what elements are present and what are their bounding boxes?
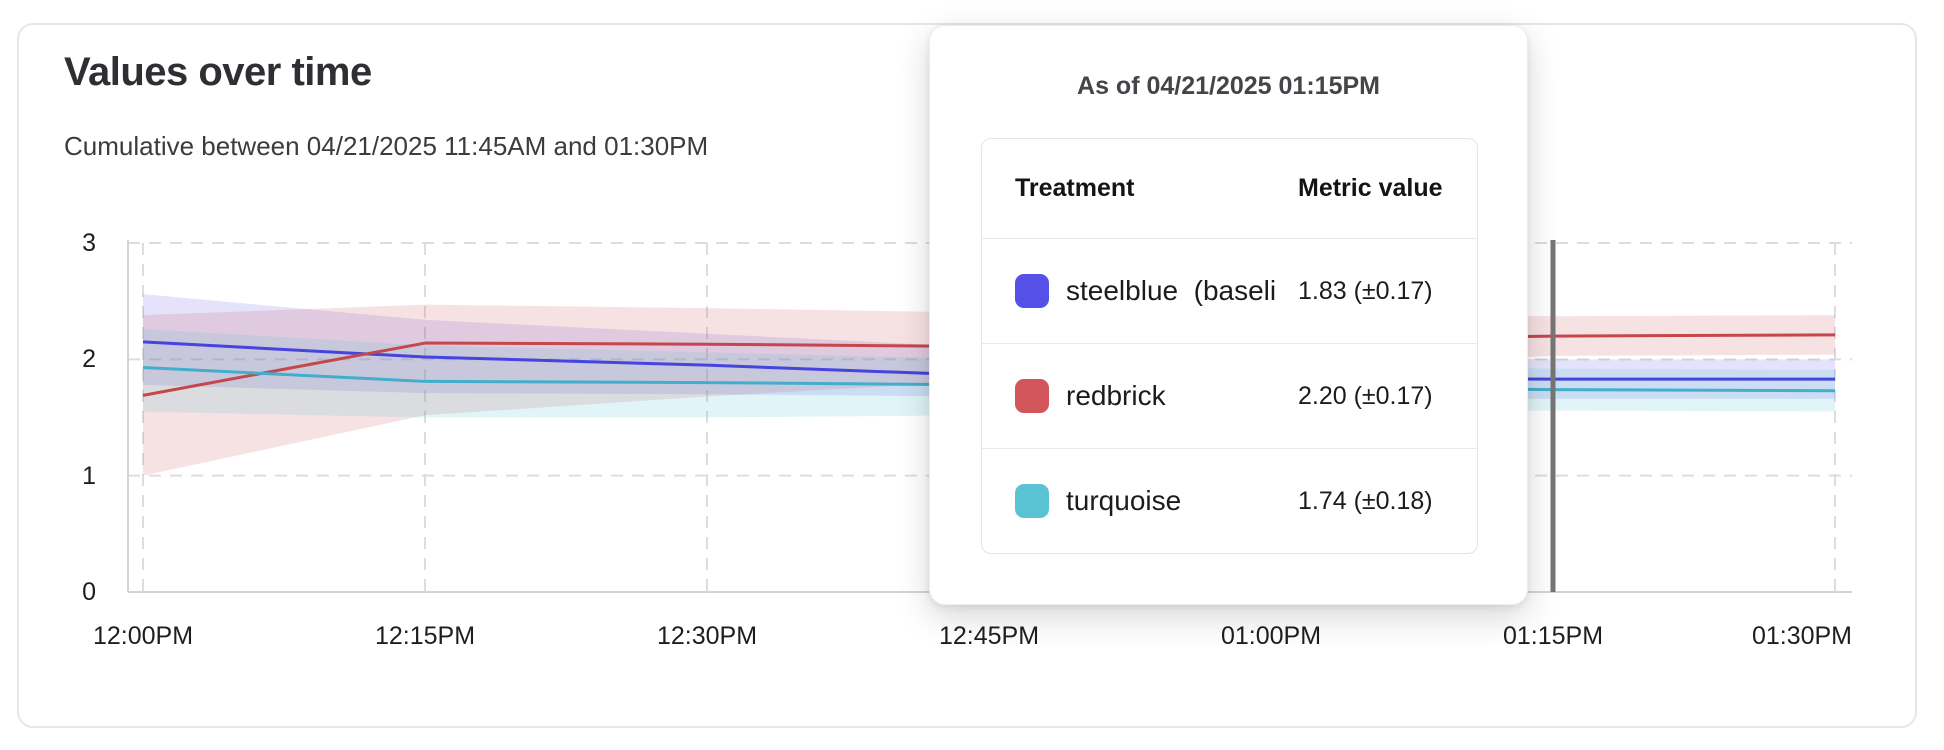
- treatment-label: steelblue (baseli: [1066, 275, 1277, 306]
- y-tick-label: 0: [82, 578, 96, 606]
- tooltip-row: steelblue (baseli 1.83 (±0.17): [982, 239, 1477, 343]
- series-swatch: [1015, 484, 1049, 518]
- treatment-column-header: Treatment: [1015, 174, 1135, 202]
- y-tick-label: 2: [82, 345, 96, 374]
- y-tick-label: 3: [82, 229, 96, 257]
- metric-value: 1.83 (±0.17): [1298, 276, 1433, 305]
- x-tick-label: 01:00PM: [1220, 622, 1322, 650]
- tooltip-table: Treatment Metric value steelblue (baseli…: [981, 138, 1478, 554]
- treatment-label: turquoise: [1066, 485, 1182, 516]
- series-swatch: [1015, 274, 1049, 308]
- x-tick-label: 12:45PM: [938, 622, 1040, 650]
- metric-value: 1.74 (±0.18): [1298, 486, 1433, 515]
- tooltip-row: turquoise 1.74 (±0.18): [982, 448, 1477, 553]
- hover-tooltip: As of 04/21/2025 01:15PM Treatment Metri…: [929, 25, 1528, 605]
- tooltip-title: As of 04/21/2025 01:15PM: [1077, 72, 1380, 100]
- chart-title: Values over time: [64, 50, 372, 94]
- x-tick-label: 12:30PM: [656, 622, 758, 650]
- tooltip-row: redbrick 2.20 (±0.17): [982, 343, 1477, 448]
- x-tick-label: 12:15PM: [374, 622, 476, 650]
- series-swatch: [1015, 379, 1049, 413]
- x-tick-label: 01:15PM: [1502, 622, 1604, 650]
- metric-value: 2.20 (±0.17): [1298, 381, 1433, 410]
- metric-value-column-header: Metric value: [1298, 174, 1443, 202]
- x-tick-label: 12:00PM: [92, 622, 194, 650]
- x-tick-label: 01:30PM: [1751, 622, 1852, 650]
- chart-subtitle: Cumulative between 04/21/2025 11:45AM an…: [64, 131, 709, 161]
- tooltip-rows: steelblue (baseli 1.83 (±0.17) redbrick 2.2…: [982, 239, 1477, 553]
- treatment-label: redbrick: [1066, 380, 1166, 411]
- y-tick-label: 1: [82, 461, 96, 490]
- tooltip-table-header: Treatment Metric value: [982, 139, 1477, 239]
